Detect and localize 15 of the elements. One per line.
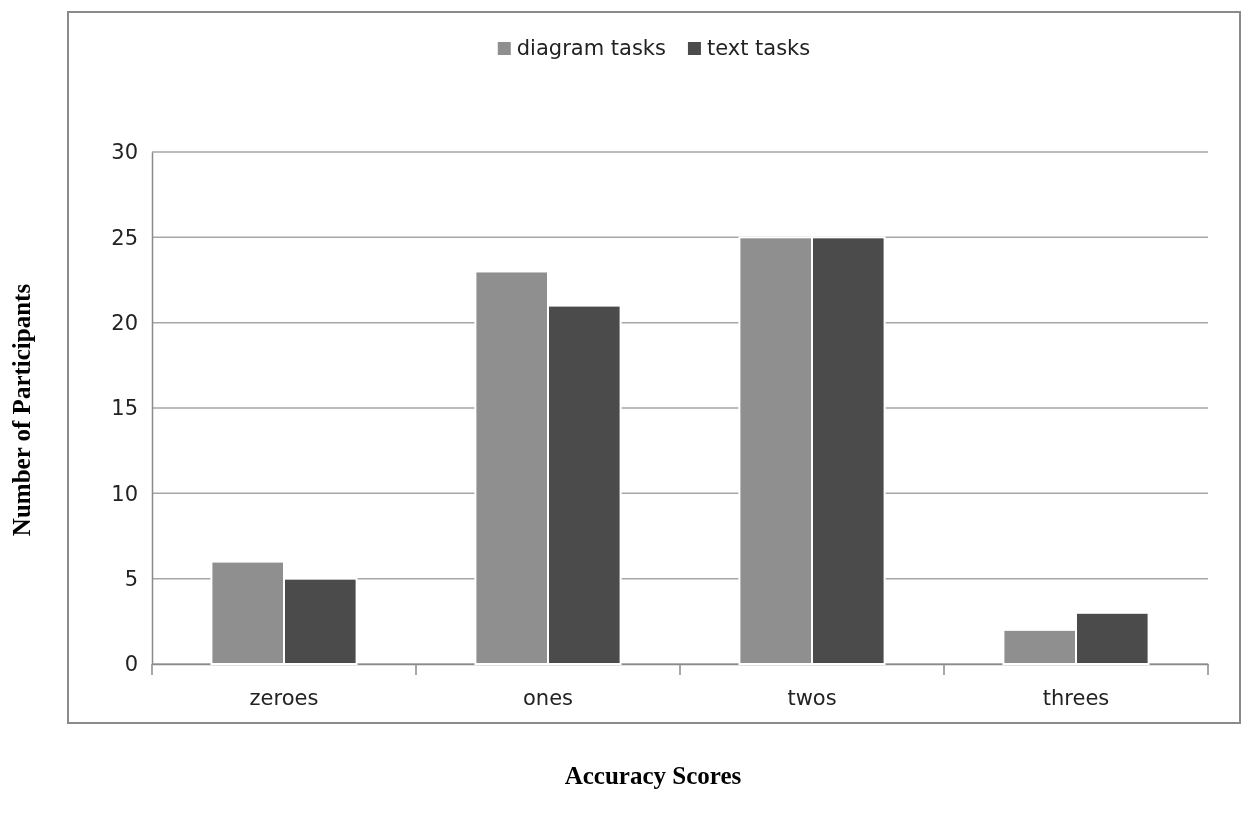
legend-label: text tasks: [706, 36, 811, 60]
x-tick-label: twos: [787, 685, 837, 710]
y-tick-label: 10: [111, 481, 138, 506]
x-tick-label: threes: [1042, 685, 1110, 710]
y-tick-label: 5: [124, 566, 138, 591]
y-tick-label: 15: [111, 396, 138, 421]
y-tick-label: 30: [111, 140, 138, 165]
x-tick-label: zeroes: [249, 685, 319, 710]
y-tick-label: 20: [111, 310, 138, 335]
x-axis-title: Accuracy Scores: [564, 762, 742, 789]
x-tick-label: ones: [522, 685, 574, 710]
y-axis-title: Number of Participants: [8, 283, 35, 537]
legend-label: diagram tasks: [516, 36, 666, 60]
y-tick-label: 25: [111, 225, 138, 250]
y-tick-label: 0: [124, 652, 138, 677]
